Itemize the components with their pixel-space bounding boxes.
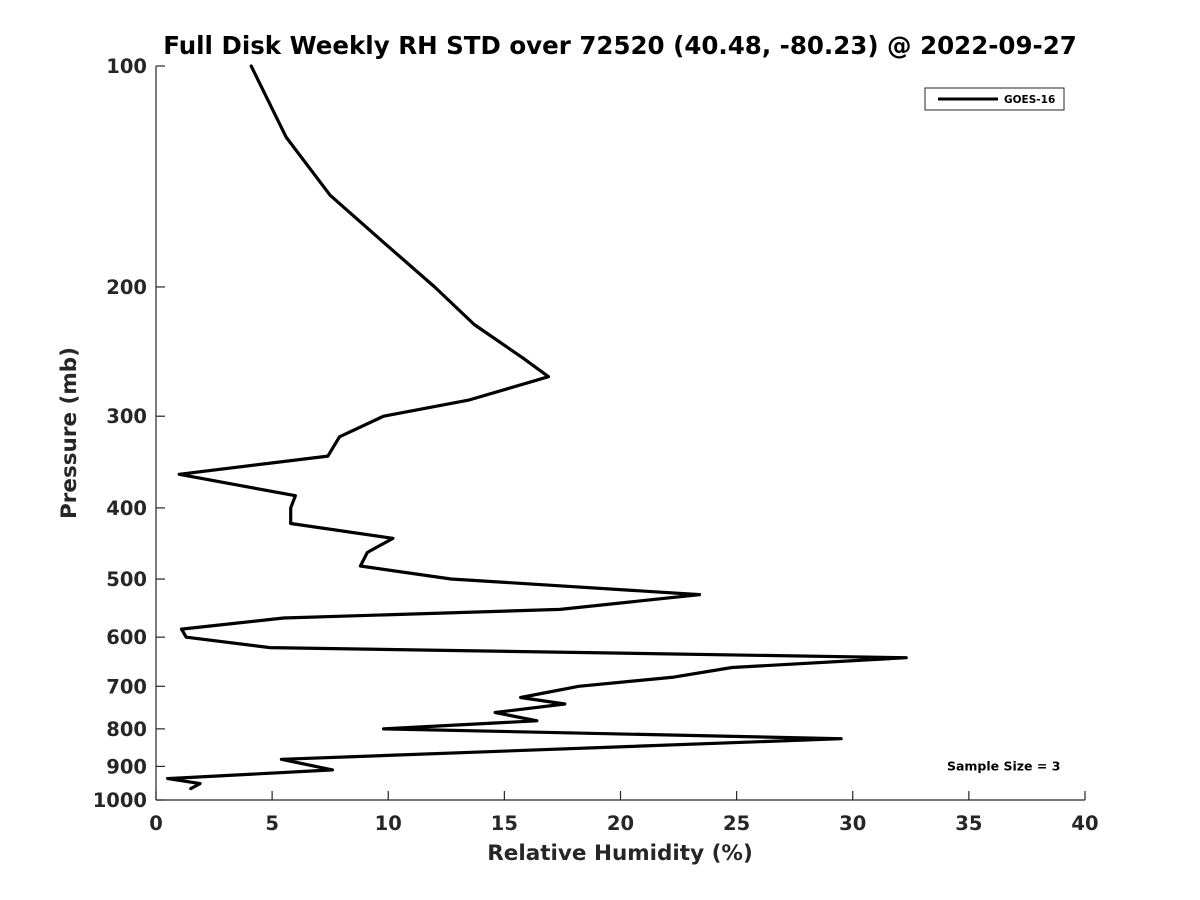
data-point (359, 565, 362, 567)
data-point (382, 728, 385, 730)
y-tick-label: 500 (106, 568, 147, 591)
legend: GOES-16 (924, 87, 1065, 111)
x-axis-label: Relative Humidity (%) (487, 841, 753, 866)
chart-title: Full Disk Weekly RH STD over 72520 (40.4… (163, 31, 1077, 60)
data-point (366, 551, 369, 554)
x-tick-label: 5 (265, 812, 279, 835)
data-point (547, 375, 550, 378)
data-point (294, 494, 297, 497)
data-point (190, 787, 192, 790)
data-point (385, 243, 387, 246)
x-tick-label: 0 (149, 812, 163, 835)
x-tick-label: 10 (375, 812, 402, 835)
data-point (166, 777, 169, 780)
data-point (199, 782, 201, 785)
data-point (392, 537, 394, 540)
data-point (433, 286, 436, 288)
data-point (185, 636, 187, 638)
data-point (698, 593, 701, 596)
data-point (382, 415, 385, 418)
x-tick-label: 40 (1071, 812, 1098, 835)
y-tick-label: 300 (106, 405, 147, 428)
data-point (338, 436, 341, 438)
legend-label-goes-16: GOES-16 (1004, 94, 1055, 106)
y-tick-label: 800 (106, 718, 147, 741)
x-tick-label: 20 (607, 812, 634, 835)
data-point (289, 522, 292, 525)
y-axis-label: Pressure (mb) (57, 347, 82, 519)
x-tick-label: 35 (955, 812, 982, 835)
y-tick-label: 100 (106, 55, 147, 78)
x-tick-label: 25 (723, 812, 750, 835)
data-point (519, 696, 522, 699)
data-point (536, 720, 538, 722)
data-point (289, 507, 292, 509)
data-point (178, 473, 180, 476)
data-point (329, 194, 332, 197)
data-point (250, 65, 252, 67)
data-point (731, 666, 733, 669)
x-tick-label: 30 (839, 812, 866, 835)
series-group (166, 64, 908, 791)
data-point (450, 578, 452, 580)
data-point (327, 455, 329, 457)
sample-size-annotation: Sample Size = 3 (947, 758, 1060, 773)
data-point (564, 703, 566, 705)
data-point (522, 357, 524, 359)
x-tick-label: 15 (491, 812, 518, 835)
series-line-goes-16 (166, 64, 908, 791)
axes: 0 5 10 15 20 25 30 35 40 100 200 300 400 500 600 700 800… (93, 55, 1099, 835)
y-tick-label: 200 (106, 276, 147, 299)
data-point (331, 769, 334, 771)
data-point (840, 737, 842, 740)
data-point (269, 646, 271, 649)
data-point (473, 323, 476, 326)
data-point (282, 617, 285, 619)
data-point (180, 628, 183, 630)
data-point (559, 608, 561, 611)
y-tick-label: 700 (106, 675, 147, 698)
y-tick-label: 400 (106, 497, 147, 520)
y-tick-label: 900 (106, 755, 147, 778)
y-tick-label: 1000 (93, 789, 147, 812)
data-point (673, 676, 675, 678)
data-point (280, 758, 283, 761)
data-point (494, 711, 496, 714)
data-point (577, 685, 580, 688)
data-point (468, 399, 471, 401)
data-point (905, 656, 907, 659)
data-point (285, 136, 287, 138)
y-tick-label: 600 (106, 626, 147, 649)
